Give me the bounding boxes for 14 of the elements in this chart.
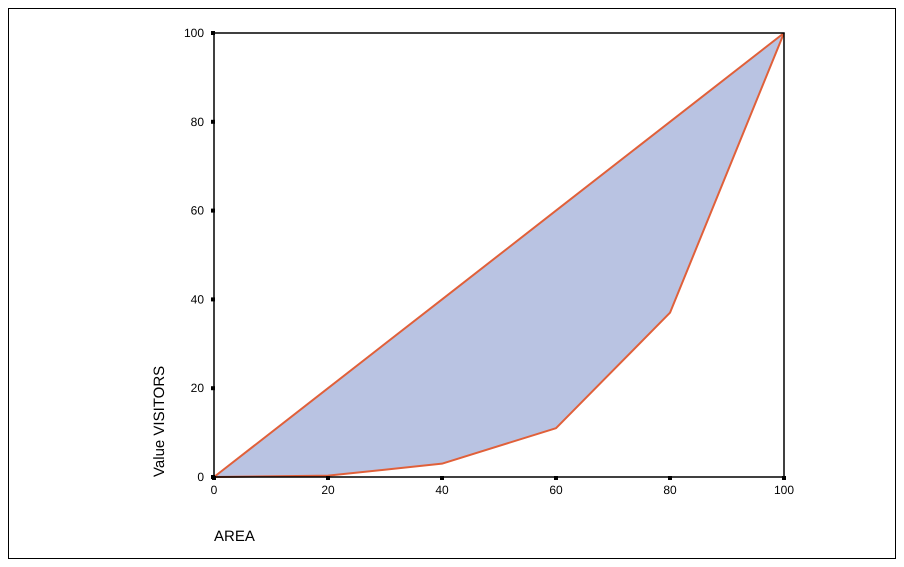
y-tick-label: 80 — [190, 114, 204, 129]
x-tick-label: 100 — [774, 483, 794, 497]
y-tick-label: 100 — [184, 26, 204, 40]
y-tick-label: 40 — [190, 292, 204, 306]
x-tick-label: 80 — [663, 483, 677, 497]
y-tick-label: 60 — [190, 204, 204, 218]
y-tick-label: 0 — [197, 470, 204, 484]
x-tick-label: 0 — [210, 483, 218, 497]
y-axis-title: Value VISITORS — [151, 366, 168, 477]
x-tick-label: 60 — [549, 483, 563, 497]
x-tick-label: 40 — [435, 483, 449, 497]
x-tick-label: 20 — [321, 483, 335, 497]
y-tick-label: 20 — [190, 381, 204, 396]
x-axis-title: AREA — [214, 528, 255, 545]
